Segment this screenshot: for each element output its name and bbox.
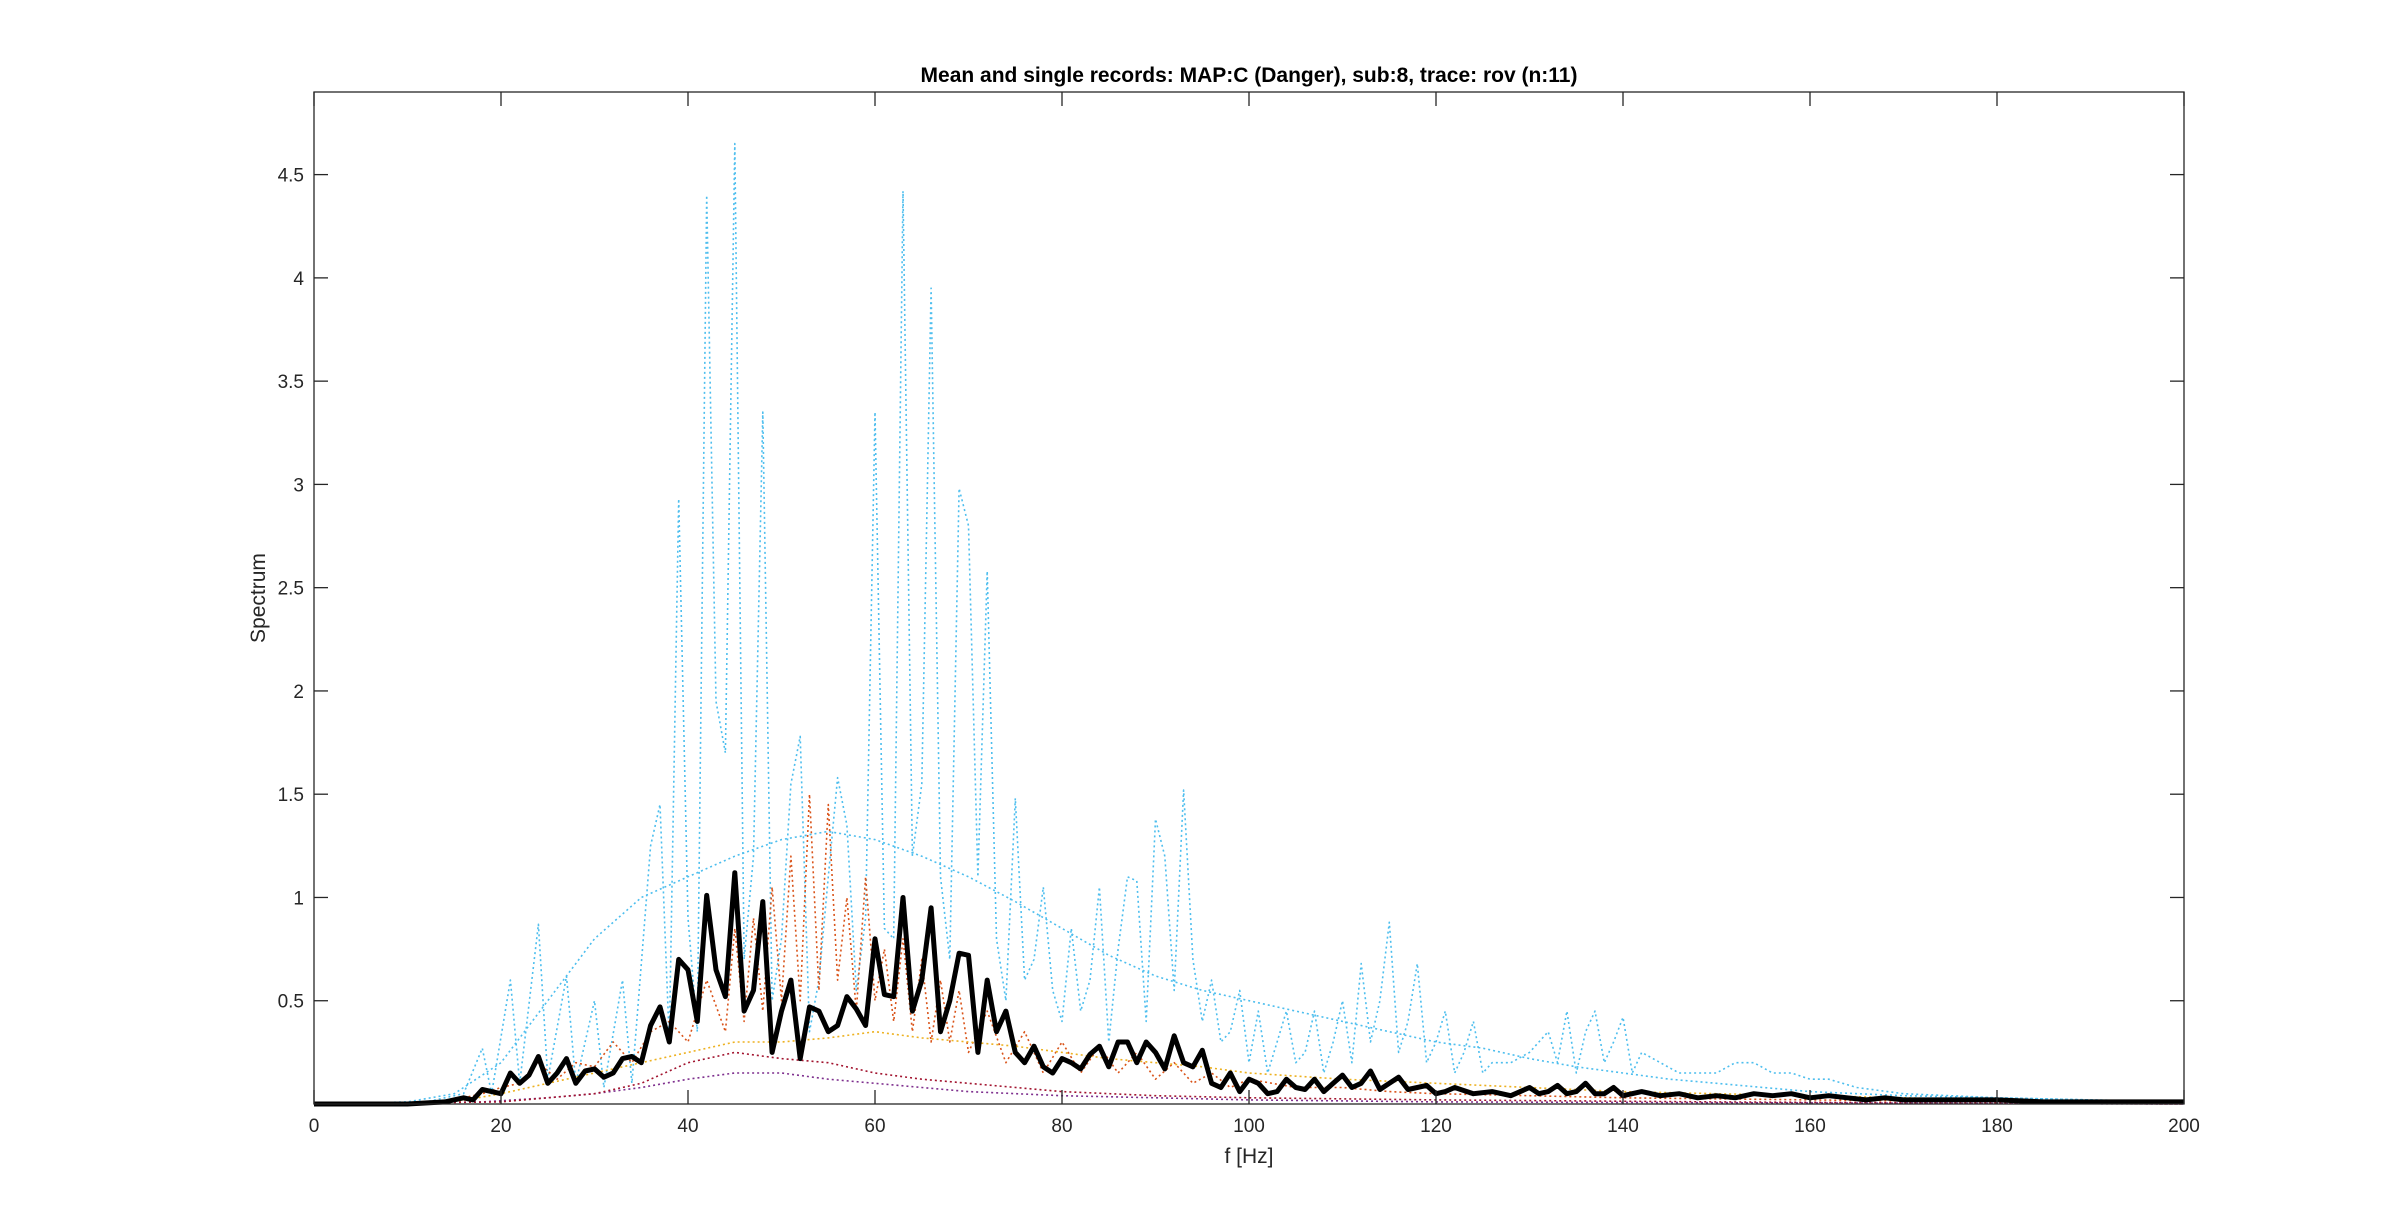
- y-tick-label: 3.5: [278, 372, 304, 393]
- y-tick-label: 1.5: [278, 785, 304, 806]
- x-tick-label: 200: [2168, 1116, 2200, 1137]
- y-tick-label: 1: [293, 888, 304, 909]
- plot-area: [314, 92, 2184, 1104]
- x-tick-label: 180: [1981, 1116, 2013, 1137]
- x-tick-label: 0: [309, 1116, 320, 1137]
- x-axis-label: f [Hz]: [1224, 1145, 1273, 1168]
- mean-series-line: [314, 870, 2184, 1107]
- x-tick-label: 20: [490, 1116, 511, 1137]
- y-tick-label: 4: [293, 269, 304, 290]
- x-tick-label: 120: [1420, 1116, 1452, 1137]
- series-layer: [313, 142, 2185, 1107]
- x-tick-label: 160: [1794, 1116, 1826, 1137]
- chart-title: Mean and single records: MAP:C (Danger),…: [921, 64, 1578, 87]
- ticks-layer: 0 20 40 60 80 100 120 140 160 180 200 0.5 1 1.5 2 2.5 3 3…: [278, 92, 2200, 1137]
- x-tick-label: 100: [1233, 1116, 1265, 1137]
- x-tick-label: 40: [677, 1116, 698, 1137]
- x-tick-label: 60: [864, 1116, 885, 1137]
- y-tick-label: 3: [293, 475, 304, 496]
- x-tick-label: 140: [1607, 1116, 1639, 1137]
- y-tick-label: 0.5: [278, 992, 304, 1013]
- y-tick-label: 2: [293, 682, 304, 703]
- x-tick-label: 80: [1051, 1116, 1072, 1137]
- y-tick-label: 2.5: [278, 579, 304, 600]
- single-record-line-3: [313, 793, 2184, 1105]
- y-axis-label: Spectrum: [247, 553, 270, 643]
- y-tick-label: 4.5: [278, 166, 304, 187]
